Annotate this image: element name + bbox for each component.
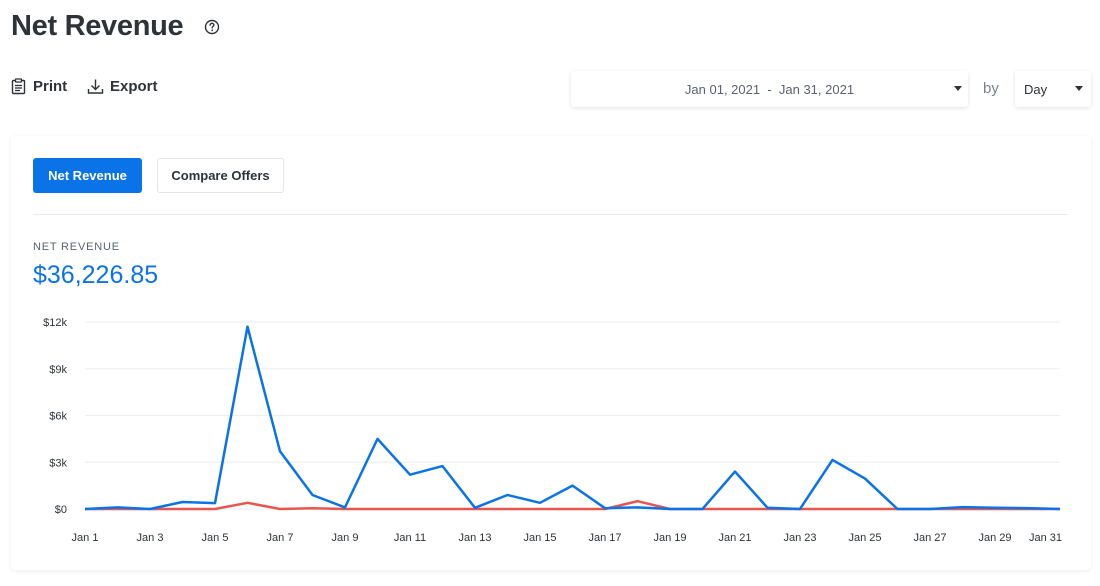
x-tick-label: Jan 29 <box>978 532 1011 544</box>
x-tick-label: Jan 1 <box>72 532 99 544</box>
x-tick-label: Jan 13 <box>458 532 491 544</box>
date-range-select[interactable]: Jan 01, 2021 - Jan 31, 2021 <box>571 71 968 107</box>
x-tick-label: Jan 25 <box>848 532 881 544</box>
y-tick-label: $3k <box>49 457 67 469</box>
x-tick-label: Jan 11 <box>394 532 426 544</box>
x-tick-label: Jan 31 <box>1029 532 1062 544</box>
x-tick-label: Jan 19 <box>653 532 686 544</box>
y-tick-label: $9k <box>49 364 67 376</box>
x-tick-label: Jan 15 <box>523 532 556 544</box>
series-line-0 <box>84 325 1061 511</box>
chevron-down-icon <box>954 86 962 91</box>
x-tick-label: Jan 5 <box>202 532 229 544</box>
question-circle-icon[interactable] <box>204 19 220 35</box>
x-tick-label: Jan 21 <box>718 532 751 544</box>
granularity-select[interactable]: Day <box>1015 71 1091 107</box>
x-tick-label: Jan 23 <box>783 532 816 544</box>
x-tick-label: Jan 3 <box>137 532 164 544</box>
tab-compare-offers[interactable]: Compare Offers <box>157 158 284 193</box>
metric-value: $36,226.85 <box>33 261 159 289</box>
clipboard-icon <box>11 78 26 95</box>
divider <box>33 214 1068 215</box>
print-button[interactable]: Print <box>10 78 67 95</box>
x-tick-label: Jan 17 <box>588 532 621 544</box>
metric-label: NET REVENUE <box>33 241 120 253</box>
chevron-down-icon <box>1075 86 1083 91</box>
x-tick-label: Jan 27 <box>913 532 946 544</box>
tab-net-revenue[interactable]: Net Revenue <box>33 158 142 193</box>
y-tick-label: $12k <box>43 317 67 329</box>
page-title: Net Revenue <box>11 10 184 42</box>
granularity-value: Day <box>1024 81 1048 97</box>
x-tick-label: Jan 9 <box>332 532 359 544</box>
x-tick-label: Jan 7 <box>267 532 294 544</box>
by-label: by <box>983 80 999 97</box>
date-range-value: Jan 01, 2021 - Jan 31, 2021 <box>684 81 855 97</box>
download-icon <box>87 79 104 94</box>
export-label: Export <box>110 78 158 95</box>
export-button[interactable]: Export <box>87 78 158 95</box>
print-label: Print <box>33 78 68 95</box>
y-tick-label: $0 <box>55 504 67 516</box>
y-tick-label: $6k <box>49 411 67 423</box>
